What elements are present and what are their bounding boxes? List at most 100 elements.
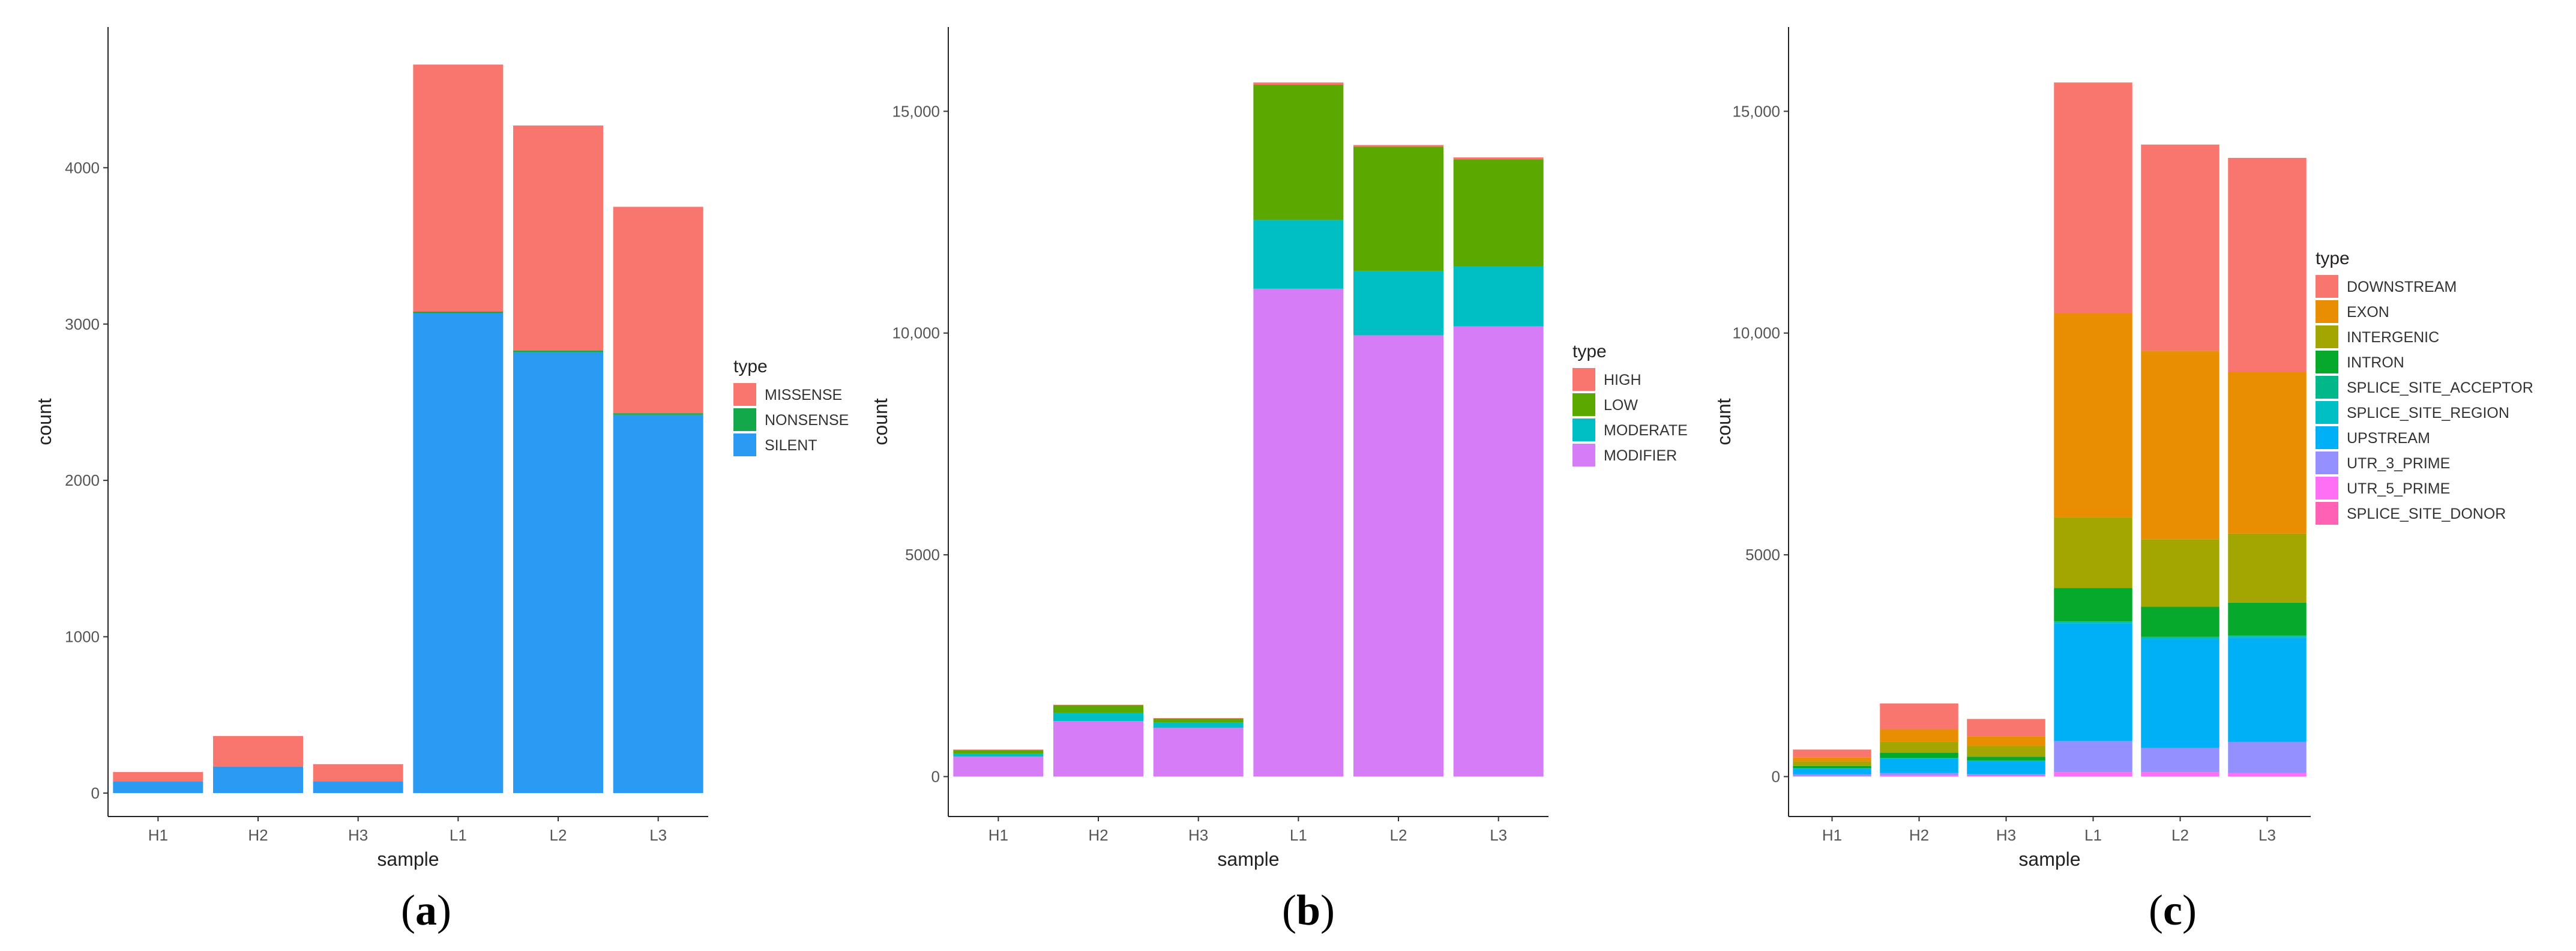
bar-H1-low [953,750,1044,754]
legend-swatch [2316,426,2338,449]
bar-L2-intron [2141,606,2219,637]
bar-H1-modifier [953,756,1044,777]
x-axis-label: sample [1217,848,1279,870]
x-axis-label: sample [2018,848,2080,870]
bar-H3-modifier [1153,728,1244,777]
y-tick-label: 0 [91,784,100,802]
bar-L2-splice-site-region [2141,637,2219,639]
y-axis-label: count [34,398,55,445]
x-tick-label: L1 [2084,826,2102,844]
bar-H3-exon [1967,736,2045,746]
bar-H2-intergenic [1880,741,1958,753]
bar-H2-downstream [1880,703,1958,729]
x-tick-label: L2 [2171,826,2189,844]
y-tick-label: 10,000 [892,324,940,342]
legend-label: SPLICE_SITE_DONOR [2347,506,2506,522]
legend-label: UPSTREAM [2347,430,2430,447]
bar-L3-exon [2228,372,2307,534]
legend-title: type [733,357,768,376]
legend-label: MODIFIER [1604,447,1677,464]
bar-H1-utr-5-prime [1793,776,1871,777]
legend-label: INTERGENIC [2347,329,2439,346]
x-tick-label: H1 [989,826,1008,844]
bar-L2-exon [2141,351,2219,540]
bar-H1-intergenic [1793,761,1871,766]
y-tick-label: 0 [1772,768,1780,786]
bar-H3-downstream [1967,719,2045,737]
bar-L1-upstream [2054,623,2132,741]
x-tick-label: H1 [148,826,168,844]
bar-H3-intergenic [1967,746,2045,757]
bar-H1-missense [113,771,203,782]
legend-label: SPLICE_SITE_ACCEPTOR [2347,379,2533,396]
legend-label: DOWNSTREAM [2347,279,2457,295]
x-tick-label: L1 [1290,826,1307,844]
bar-H2-exon [1880,729,1958,742]
bar-H2-low [1053,705,1143,713]
bar-L2-high [1353,145,1443,147]
x-tick-label: H3 [1996,826,2016,844]
bar-L1-moderate [1253,220,1344,289]
caption-c: (c) [2149,886,2197,934]
legend-swatch [2316,451,2338,474]
bar-H1-upstream [1793,768,1871,774]
legend-swatch [2316,351,2338,373]
bar-L1-splice-site-region [2054,621,2132,624]
bar-L3-utr-5-prime [2228,773,2307,777]
legend-swatch [2316,477,2338,500]
legend-label: MODERATE [1604,422,1688,439]
y-tick-label: 2000 [65,471,100,489]
bar-H1-downstream [1793,749,1871,758]
legend-swatch [2316,325,2338,348]
panel-a: 0 1000 2000 3000 4000 H1 H2 H3 L1 L2 L3 sample count… [34,27,849,870]
bar-L1-utr-5-prime [2054,772,2132,777]
y-tick-label: 5000 [905,546,940,564]
y-tick-label: 0 [931,768,940,786]
bar-H2-utr-5-prime [1880,775,1958,777]
legend-label: HIGH [1604,372,1642,388]
bar-L3-downstream [2228,157,2307,372]
x-tick-label: L1 [450,826,467,844]
bar-L2-intergenic [2141,539,2219,607]
bar-L2-utr-5-prime [2141,772,2219,777]
legend-swatch [1572,444,1595,466]
legend-swatch [733,408,756,431]
caption-a: (a) [401,886,451,934]
bar-L3-upstream [2228,638,2307,742]
bar-L3-intergenic [2228,533,2307,603]
bar-H2-intron [1880,752,1958,758]
bar-L3-utr-3-prime [2228,741,2307,773]
bar-L1-utr-3-prime [2054,741,2132,773]
x-tick-label: H1 [1822,826,1842,844]
bar-H1-silent [113,781,203,793]
x-axis-label: sample [377,848,439,870]
y-axis-label: count [1713,398,1735,445]
y-tick-label: 15,000 [1732,102,1780,120]
bar-L1-downstream [2054,82,2132,313]
bar-L3-splice-site-region [2228,636,2307,638]
bar-L1-modifier [1253,288,1344,777]
y-tick-label: 4000 [65,158,100,177]
bar-L3-modifier [1453,326,1544,777]
x-tick-label: H2 [1909,826,1929,844]
bar-L1-intergenic [2054,517,2132,588]
bar-H2-modifier [1053,721,1143,777]
legend-swatch [1572,368,1595,391]
x-tick-label: L3 [2259,826,2276,844]
bar-H1-intron [1793,765,1871,768]
legend-label: LOW [1604,397,1638,414]
legend-label: SILENT [765,437,817,454]
bar-L1-missense [413,64,504,312]
bar-H1-moderate [953,753,1044,757]
y-tick-label: 1000 [65,628,100,646]
legend-label: MISSENSE [765,387,842,403]
bar-L2-silent [513,352,603,793]
y-tick-label: 10,000 [1732,324,1780,342]
bar-H1-utr-3-prime [1793,774,1871,776]
bar-L1-low [1253,85,1344,220]
bar-L3-missense [613,207,703,414]
caption-b: (b) [1282,886,1335,934]
bar-L3-high [1453,157,1544,160]
bar-L2-missense [513,125,603,351]
